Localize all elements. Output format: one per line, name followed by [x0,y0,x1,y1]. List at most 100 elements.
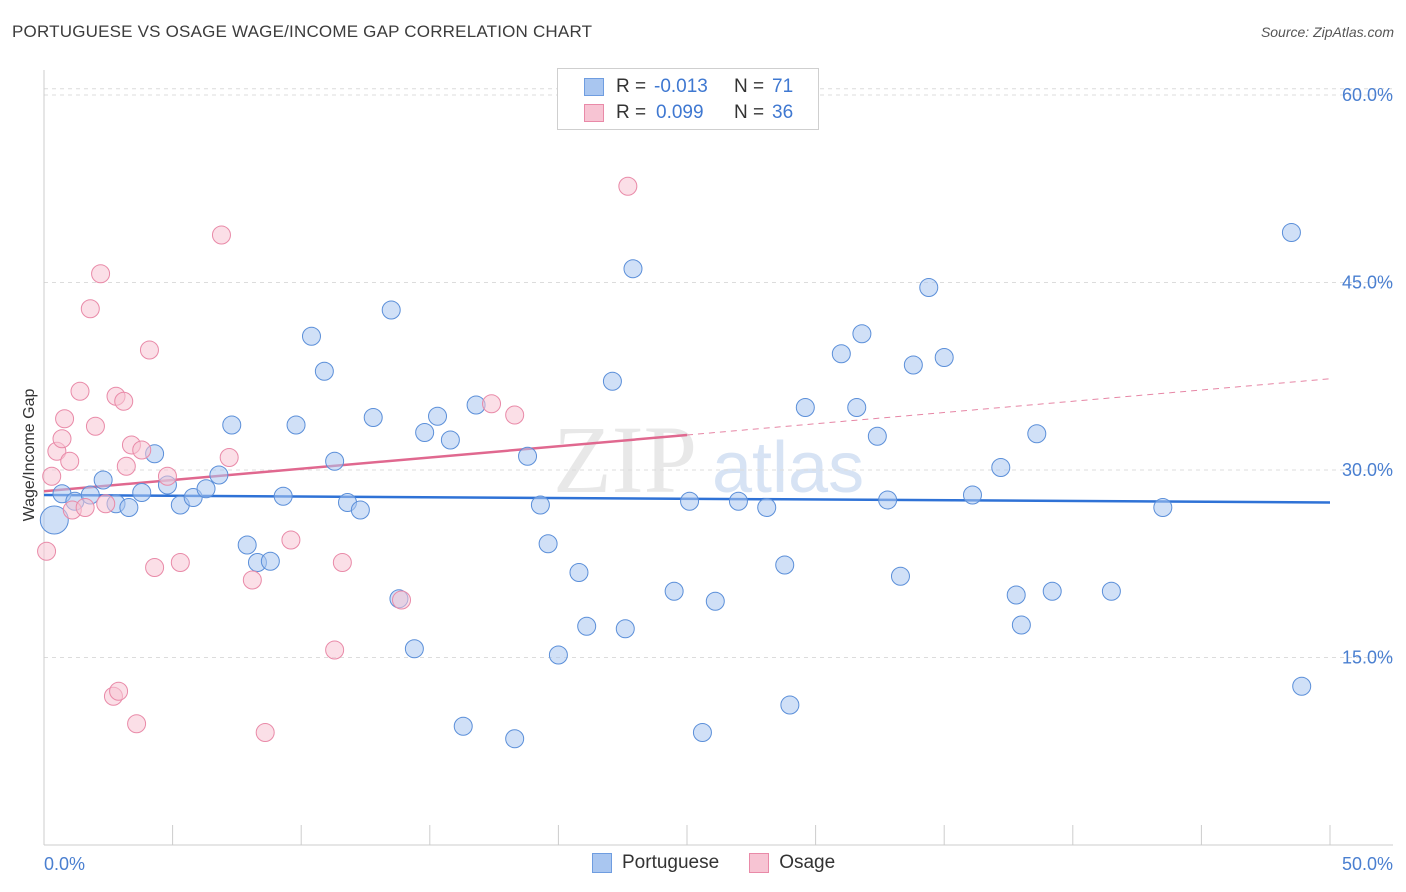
point-osage [255,723,275,742]
point-portuguese [237,535,257,555]
point-osage [211,225,231,245]
legend-n-value: 71 [772,76,794,97]
point-portuguese [852,324,872,344]
source-label: Source: ZipAtlas.com [1260,24,1394,40]
legend-r-value: 0.099 [656,102,704,123]
point-portuguese [602,371,622,391]
trend-line-osage [43,433,688,493]
point-portuguese [1027,424,1047,444]
series-legend-portuguese[interactable]: Portuguese [592,852,719,874]
point-osage [332,553,352,572]
gridlines [44,88,1393,658]
point-portuguese [795,398,815,417]
point-osage [139,340,159,360]
point-portuguese [548,645,568,665]
point-osage [505,405,525,425]
point-portuguese [301,326,321,346]
point-portuguese [273,486,293,506]
point-osage [96,494,116,514]
point-portuguese [314,361,334,381]
y-tick-label: 30.0% [1342,460,1393,480]
legend-r-label: R = [616,76,647,97]
chart-title: PORTUGUESE VS OSAGE WAGE/INCOME GAP CORR… [12,22,593,41]
point-portuguese [1101,581,1121,601]
legend-n-label: N = [734,102,765,123]
point-portuguese [350,500,370,520]
point-portuguese [1153,498,1173,517]
point-portuguese [260,551,280,571]
point-osage [114,391,134,411]
point-osage [170,553,190,572]
point-osage [145,558,165,577]
data-points [37,176,1312,749]
point-portuguese [577,616,597,636]
legend-n-label: N = [734,76,765,97]
point-portuguese [919,278,939,297]
point-portuguese [867,426,887,446]
point-portuguese [831,344,851,364]
point-portuguese [381,300,401,320]
point-osage [325,640,345,660]
point-osage [85,416,105,436]
point-portuguese [890,566,910,586]
legend-n-value: 36 [772,102,794,123]
point-osage [219,448,239,467]
point-portuguese [428,406,448,426]
point-portuguese [757,498,777,517]
point-osage [80,299,100,319]
point-portuguese [404,639,424,659]
point-portuguese [680,491,700,511]
point-osage [132,440,152,460]
point-portuguese [664,581,684,601]
trend-extension-osage [686,378,1331,436]
series-legend: Portuguese Osage [592,852,865,874]
point-portuguese [934,348,954,367]
point-osage [75,498,95,517]
point-osage [392,590,412,610]
point-osage [127,714,147,734]
point-portuguese [962,485,982,505]
series-swatch-portuguese [592,853,612,873]
point-portuguese [705,591,725,611]
point-portuguese [569,563,589,582]
point-portuguese [1006,585,1026,605]
point-portuguese [209,465,229,485]
point-osage [157,466,177,486]
point-portuguese [518,446,538,466]
point-portuguese [847,398,867,417]
point-osage [482,394,502,414]
legend-r-value: -0.013 [654,76,708,97]
point-portuguese [453,716,473,736]
legend-row-osage: R = 0.099 N = 36 [584,101,793,125]
point-portuguese [286,415,306,435]
legend-swatch-osage [584,104,604,122]
axes [43,70,1393,846]
legend-r-label: R = [616,102,647,123]
point-osage [52,429,72,449]
watermark-zip: ZIP [553,406,697,513]
point-portuguese [1281,223,1301,242]
point-portuguese [615,619,635,639]
series-swatch-osage [749,853,770,873]
series-legend-osage[interactable]: Osage [749,852,835,874]
legend-swatch-portuguese [584,78,604,96]
point-portuguese [1042,581,1062,601]
correlation-legend: R = -0.013 N = 71 R = 0.099 N = 36 [557,68,819,130]
point-portuguese [222,415,242,435]
point-portuguese [1011,615,1031,635]
series-label-portuguese: Portuguese [622,852,720,873]
point-portuguese [325,451,345,471]
axis-labels: Wage/Income Gap 0.0% 50.0% 15.0% 30.0% 45.… [21,85,1393,874]
point-portuguese [505,729,525,749]
point-portuguese [692,723,712,742]
watermark: ZIP atlas [553,406,864,513]
y-tick-label: 15.0% [1342,648,1393,668]
point-portuguese [623,259,643,279]
point-portuguese [991,458,1011,477]
point-osage [116,456,136,476]
point-osage [109,681,129,701]
point-osage [37,541,57,561]
point-osage [242,570,262,590]
point-portuguese [440,430,460,450]
